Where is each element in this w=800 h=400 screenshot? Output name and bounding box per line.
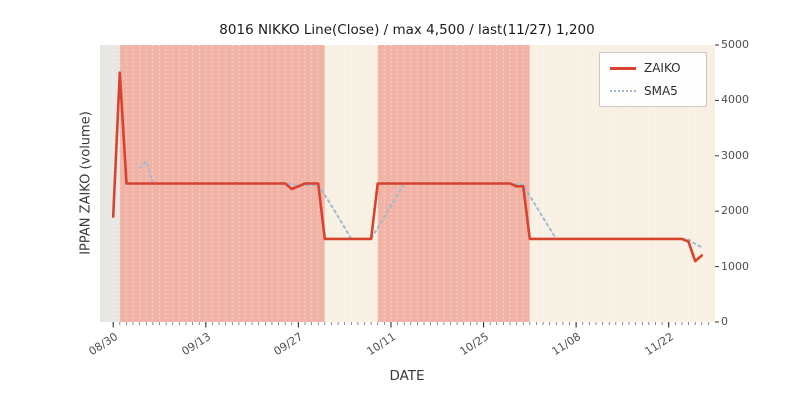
legend-label-zaiko: ZAIKO [644,61,681,75]
y-tick-label: 0 [721,315,728,328]
y-tick-label: 2000 [721,204,749,218]
legend-item-sma5: SMA5 [610,84,696,98]
legend-item-zaiko: ZAIKO [610,61,696,75]
y-tick-label: 3000 [721,148,749,162]
x-axis-label: DATE [389,368,425,384]
y-tick-label: 4000 [721,93,749,107]
y-tick-label: 1000 [721,259,749,273]
sma5-line-swatch [610,90,636,92]
legend-label-sma5: SMA5 [644,84,678,98]
shaded-span-cream [324,45,378,322]
legend: ZAIKO SMA5 [599,52,707,107]
chart-title: 8016 NIKKO Line(Close) / max 4,500 / las… [219,22,595,38]
zaiko-line-swatch [610,66,636,70]
y-tick-label: 5000 [721,38,749,51]
zaiko-line [111,71,704,263]
